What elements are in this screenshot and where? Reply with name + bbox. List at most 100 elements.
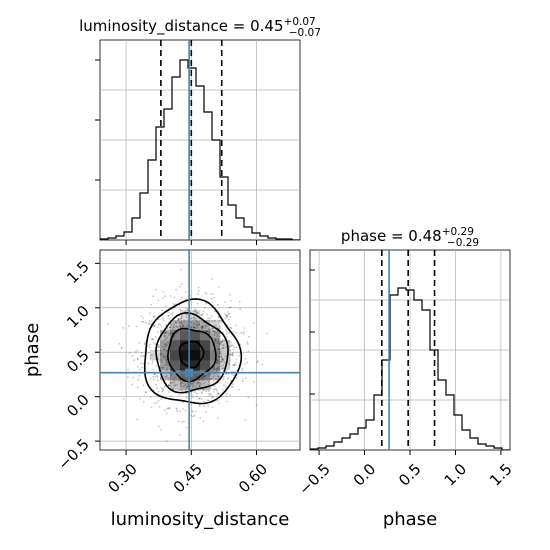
scatter-point (219, 360, 222, 363)
scatter-point (202, 420, 205, 423)
scatter-point (209, 293, 212, 296)
scatter-point (253, 322, 255, 324)
scatter-point (184, 291, 187, 293)
density-cell (160, 370, 171, 381)
scatter-point (192, 385, 195, 387)
ytick-label-phase: −0.5 (54, 435, 92, 473)
scatter-point (140, 355, 142, 357)
scatter-point (152, 338, 154, 340)
scatter-point (145, 391, 147, 394)
scatter-point (167, 311, 170, 314)
scatter-point (241, 380, 244, 382)
scatter-point (193, 322, 196, 325)
scatter-point (215, 324, 217, 327)
scatter-point (225, 314, 228, 317)
scatter-point (165, 331, 168, 334)
scatter-point (147, 322, 150, 325)
scatter-point (157, 299, 160, 302)
scatter-point (196, 321, 199, 324)
scatter-point (222, 378, 225, 381)
scatter-point (180, 283, 183, 285)
scatter-point (233, 364, 235, 366)
scatter-point (168, 317, 171, 320)
scatter-point (210, 377, 213, 380)
scatter-point (207, 384, 210, 386)
scatter-point (150, 406, 153, 409)
density-cell (200, 360, 211, 371)
scatter-point (194, 317, 197, 320)
scatter-point (180, 322, 183, 324)
xlabel-phase: phase (383, 509, 437, 530)
truth-marker (185, 368, 194, 377)
scatter-point (153, 325, 156, 327)
scatter-point (169, 377, 172, 380)
density-cell (220, 350, 231, 361)
scatter-point (155, 336, 157, 338)
scatter-point (248, 335, 250, 338)
scatter-point (135, 350, 137, 353)
scatter-point (209, 328, 211, 331)
scatter-point (216, 362, 219, 364)
scatter-point (225, 315, 228, 318)
scatter-point (184, 383, 187, 386)
scatter-point (204, 324, 207, 326)
scatter-point (205, 292, 208, 295)
scatter-point (147, 362, 150, 365)
density-cell (170, 360, 181, 371)
scatter-point (200, 314, 203, 316)
scatter-point (169, 326, 172, 329)
scatter-point (184, 389, 187, 392)
scatter-point (216, 339, 218, 341)
scatter-point (217, 375, 220, 378)
scatter-point (217, 398, 220, 401)
scatter-point (151, 338, 154, 341)
scatter-point (229, 394, 232, 397)
scatter-point (142, 355, 145, 357)
ytick-label-phase: 0.0 (63, 391, 93, 421)
scatter-point (159, 323, 162, 326)
scatter-point (199, 416, 202, 419)
scatter-point (200, 314, 203, 317)
density-contours (143, 298, 243, 405)
scatter-point (152, 342, 155, 344)
scatter-point (196, 324, 199, 327)
scatter-point (184, 310, 187, 313)
scatter-point (192, 325, 195, 328)
scatter-point (231, 354, 234, 357)
scatter-point (191, 383, 193, 385)
density-cell (180, 350, 191, 361)
scatter-point (179, 383, 182, 385)
scatter-point (151, 360, 154, 363)
scatter-point (200, 377, 202, 380)
scatter-point (205, 325, 208, 328)
scatter-point (228, 318, 231, 321)
scatter-point (222, 367, 225, 370)
density-cell (190, 330, 201, 341)
scatter-point (213, 338, 216, 341)
scatter-point (158, 360, 161, 362)
scatter-point (131, 355, 134, 357)
scatter-point (168, 334, 171, 337)
scatter-point (137, 378, 140, 381)
scatter-point (175, 321, 178, 324)
scatter-point (212, 366, 215, 369)
scatter-point (216, 417, 219, 420)
scatter-point (179, 285, 181, 288)
scatter-point (231, 354, 234, 357)
scatter-point (255, 404, 258, 407)
scatter-point (165, 360, 168, 363)
scatter-point (164, 338, 167, 341)
scatter-point (243, 331, 246, 334)
scatter-point (186, 386, 189, 389)
scatter-point (219, 340, 222, 343)
scatter-point (169, 382, 172, 385)
scatter-point (160, 387, 163, 389)
scatter-point (185, 384, 187, 387)
scatter-point (162, 355, 165, 358)
scatter-point (172, 312, 175, 314)
scatter-point (177, 319, 180, 322)
scatter-point (156, 375, 159, 378)
scatter-point (157, 399, 160, 402)
density-cell (210, 320, 221, 331)
scatter-point (198, 324, 200, 326)
